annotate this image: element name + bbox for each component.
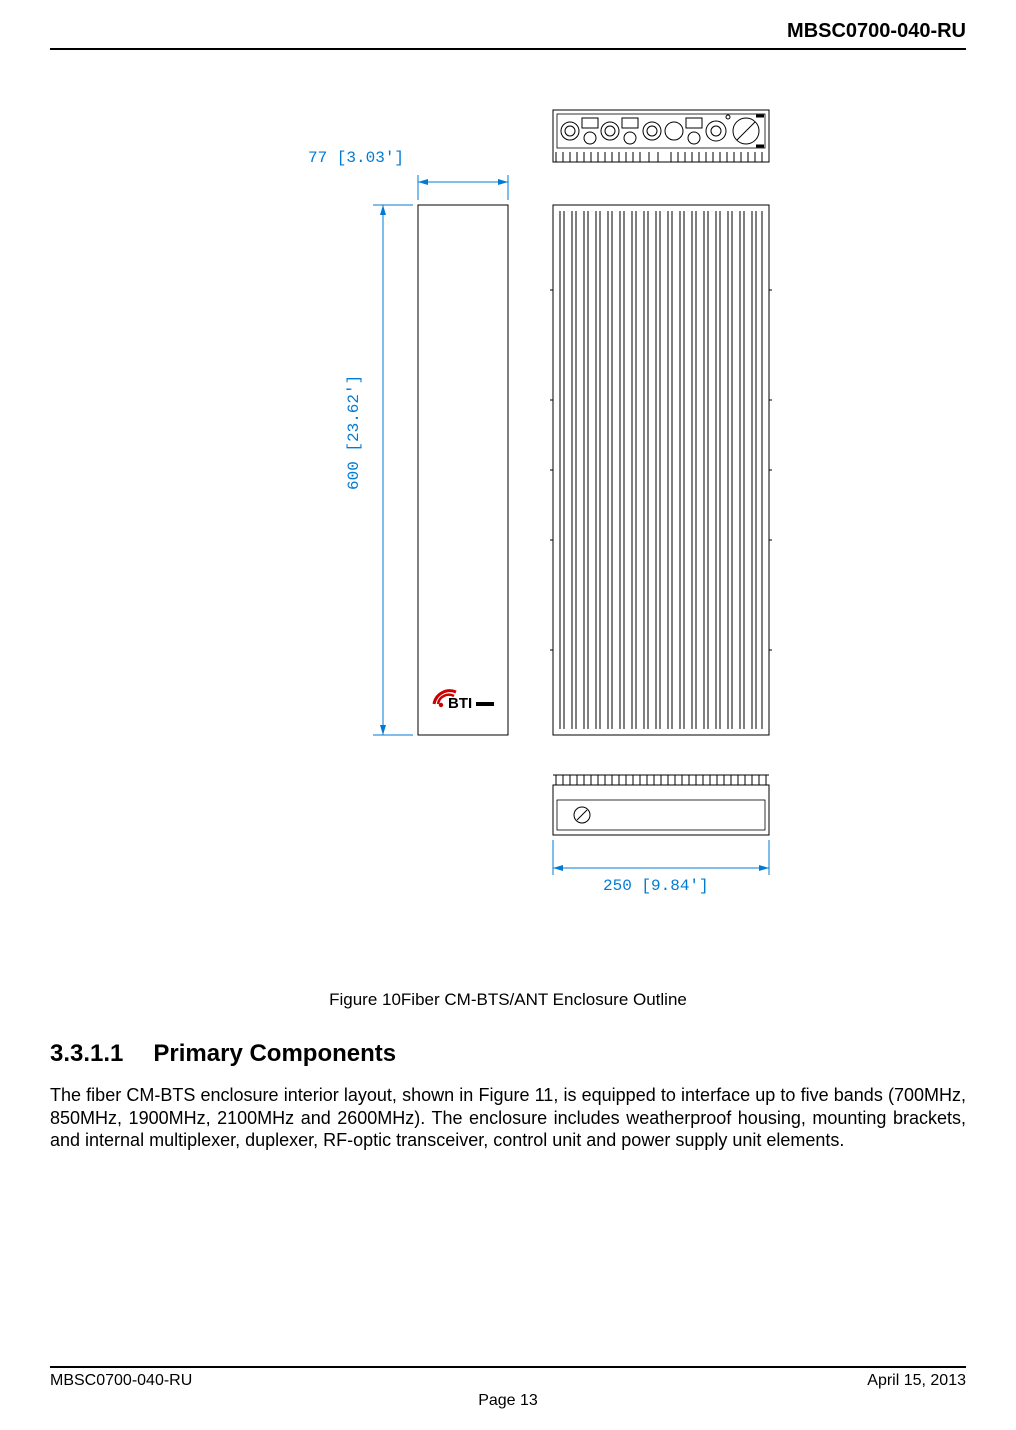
- footer-doc-id: MBSC0700-040-RU: [50, 1372, 192, 1390]
- section-number: 3.3.1.1: [50, 1040, 123, 1068]
- side-panel: BTI: [418, 205, 508, 735]
- page: MBSC0700-040-RU: [0, 0, 1016, 1430]
- figure-caption: Figure 10Fiber CM-BTS/ANT Enclosure Outl…: [50, 990, 966, 1010]
- enclosure-outline-svg: BTI: [158, 90, 858, 970]
- section-body: The fiber CM-BTS enclosure interior layo…: [50, 1084, 966, 1152]
- svg-text:250 [9.84']: 250 [9.84']: [603, 877, 709, 895]
- footer-date: April 15, 2013: [867, 1372, 966, 1390]
- dimension-height: 600 [23.62']: [345, 205, 413, 735]
- front-panel: [550, 205, 772, 735]
- figure-diagram: BTI: [50, 90, 966, 970]
- footer-rule: [50, 1366, 966, 1368]
- svg-text:600 [23.62']: 600 [23.62']: [345, 375, 363, 490]
- footer-page-number: Page 13: [50, 1392, 966, 1410]
- dimension-depth: 250 [9.84']: [553, 840, 769, 895]
- svg-text:BTI: BTI: [448, 695, 472, 712]
- bottom-panel: [553, 775, 769, 835]
- header-rule: [50, 48, 966, 50]
- section-heading: 3.3.1.1 Primary Components: [50, 1040, 966, 1068]
- top-panel: [553, 110, 769, 162]
- page-footer: MBSC0700-040-RU April 15, 2013 Page 13: [50, 1366, 966, 1410]
- svg-text:77 [3.03']: 77 [3.03']: [308, 149, 404, 167]
- header-doc-id: MBSC0700-040-RU: [787, 20, 966, 43]
- section-title: Primary Components: [153, 1040, 396, 1067]
- page-header: MBSC0700-040-RU: [50, 20, 966, 60]
- dimension-width: 77 [3.03']: [308, 149, 508, 200]
